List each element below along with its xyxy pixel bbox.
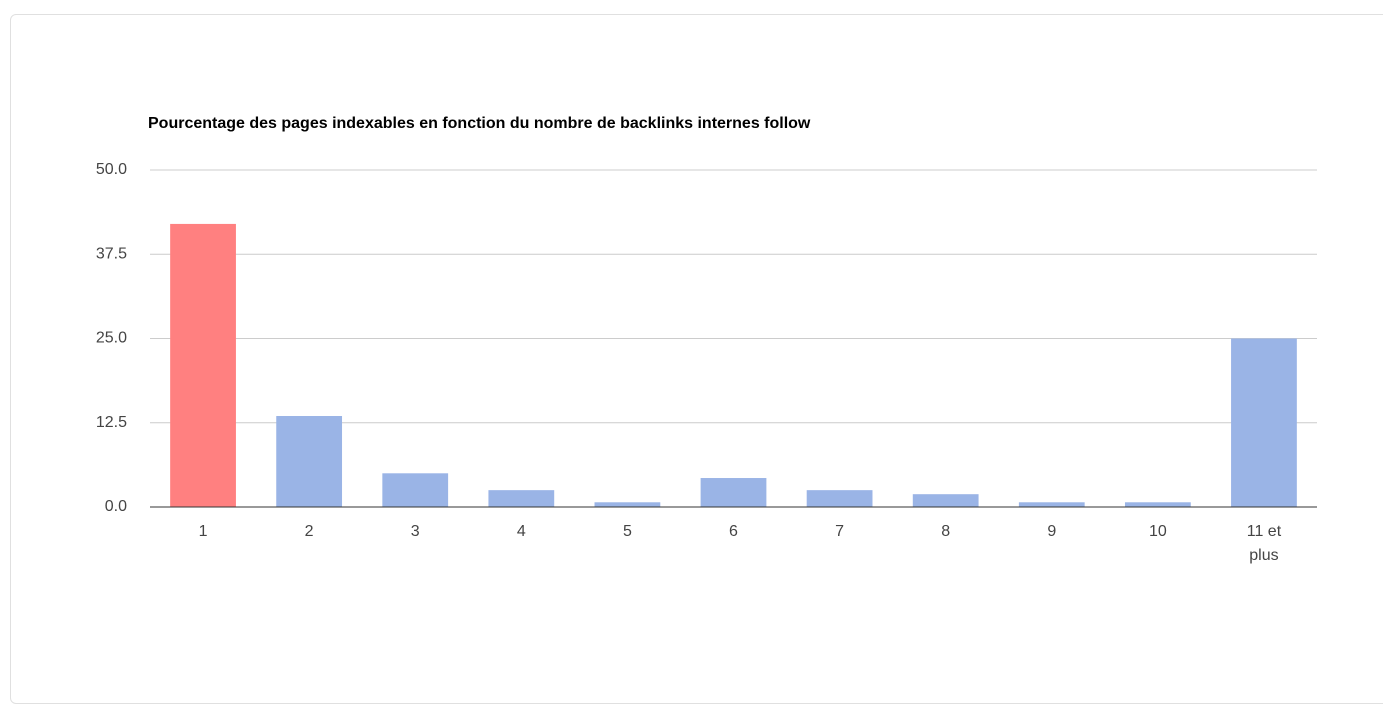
y-tick-label: 12.5 xyxy=(96,414,127,431)
x-tick-label: 2 xyxy=(304,523,314,540)
bar xyxy=(1124,502,1191,507)
x-tick-label: 10 xyxy=(1148,523,1167,540)
bar xyxy=(1018,502,1085,507)
bar xyxy=(488,490,555,507)
x-tick-label: 11 et plus xyxy=(1246,523,1282,564)
page: {"chart_data": {"type": "bar", "title": … xyxy=(10,14,1383,704)
y-tick-label: 50.0 xyxy=(96,161,127,178)
x-tick-label: 4 xyxy=(516,523,526,540)
bar xyxy=(806,490,873,507)
y-tick-label: 25.0 xyxy=(96,330,127,347)
chart-title: Pourcentage des pages indexables en fonc… xyxy=(148,115,811,132)
chart: Pourcentage des pages indexables en fonc… xyxy=(96,115,1317,515)
bar xyxy=(912,494,979,507)
bar xyxy=(170,223,236,508)
x-tick-label: 7 xyxy=(835,523,845,540)
bar xyxy=(594,502,661,507)
bar xyxy=(700,478,767,507)
bar xyxy=(276,416,343,507)
bar xyxy=(1231,338,1297,507)
x-tick-label: 9 xyxy=(1047,523,1057,540)
x-tick-label: 5 xyxy=(622,523,632,540)
x-tick-label: 8 xyxy=(941,523,951,540)
y-tick-label: 0.0 xyxy=(105,498,127,515)
y-tick-label: 37.5 xyxy=(96,245,127,262)
bar xyxy=(382,473,449,507)
x-tick-label: 3 xyxy=(410,523,420,540)
x-tick-label: 6 xyxy=(729,523,738,540)
x-tick-label: 1 xyxy=(198,523,208,540)
